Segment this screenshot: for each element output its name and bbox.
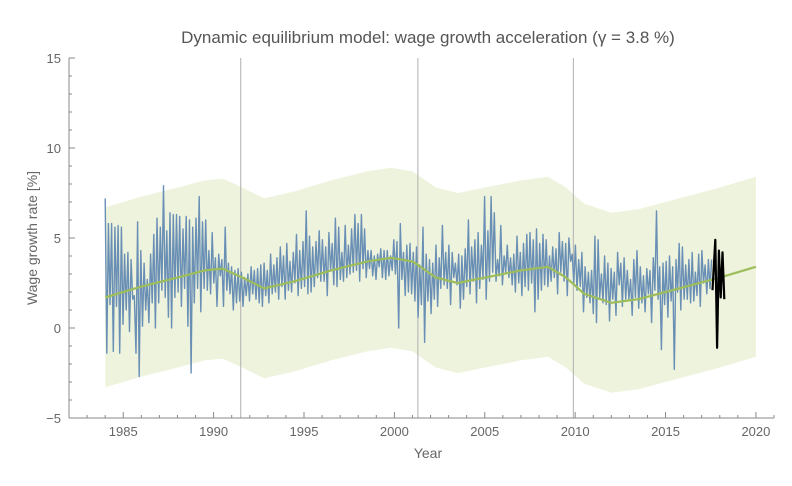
recession-lines [240,58,574,418]
model-line [104,256,757,304]
x-tick-label: 2010 [561,424,590,439]
chart-title: Dynamic equilibrium model: wage growth a… [181,28,675,47]
x-axis-label: Year [414,445,443,461]
recent-data-line [711,238,726,349]
y-tick-label: 0 [54,321,61,336]
axes: −5 0 5 10 15 1985 1990 1995 2000 2005 2010 2015 2020 [46,51,775,439]
recent-series-layer [711,238,726,349]
y-tick-label: 10 [47,141,61,156]
data-series-layer [104,185,713,378]
y-axis-label: Wage growth rate [%] [24,171,40,305]
x-tick-label: 2005 [470,424,499,439]
x-tick-label: 2000 [380,424,409,439]
y-tick-label: −5 [46,411,61,426]
y-tick-label: 5 [54,231,61,246]
model-series-layer [104,256,757,304]
x-tick-label: 2020 [741,424,770,439]
y-tick-label: 15 [47,51,61,66]
x-tick-label: 1985 [109,424,138,439]
x-tick-label: 2015 [651,424,680,439]
x-tick-label: 1995 [290,424,319,439]
x-tick-label: 1990 [199,424,228,439]
wage-growth-data-line [104,185,713,378]
